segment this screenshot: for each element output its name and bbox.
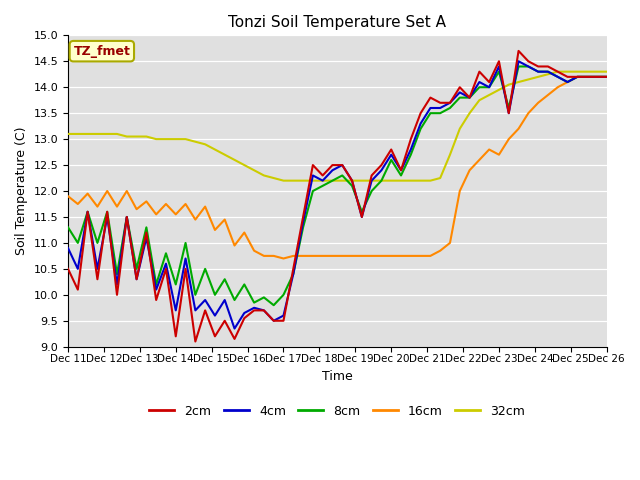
X-axis label: Time: Time (322, 370, 353, 383)
Title: Tonzi Soil Temperature Set A: Tonzi Soil Temperature Set A (228, 15, 446, 30)
Y-axis label: Soil Temperature (C): Soil Temperature (C) (15, 127, 28, 255)
Text: TZ_fmet: TZ_fmet (74, 45, 131, 58)
Legend: 2cm, 4cm, 8cm, 16cm, 32cm: 2cm, 4cm, 8cm, 16cm, 32cm (145, 400, 531, 423)
